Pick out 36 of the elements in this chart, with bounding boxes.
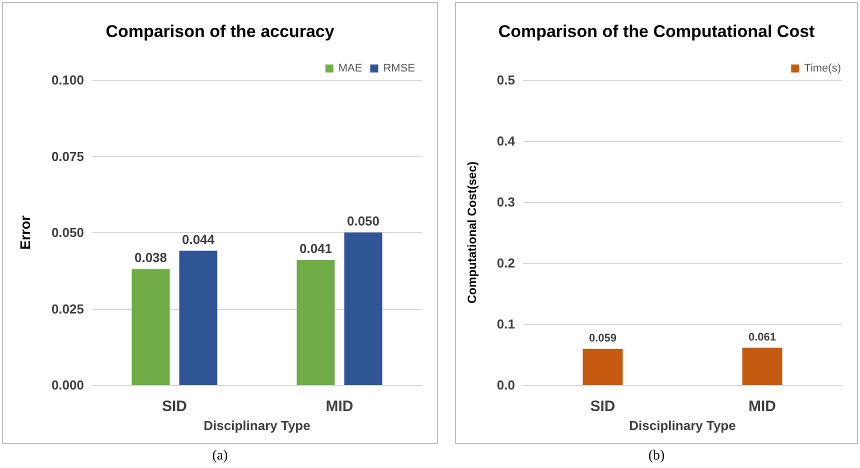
bar (344, 232, 382, 385)
chart-title: Comparison of the accuracy (106, 22, 335, 41)
y-axis-title: Error (17, 214, 33, 250)
y-tick-label: 0.5 (496, 72, 515, 88)
y-tick-label: 0.3 (496, 194, 515, 210)
legend-label: RMSE (383, 62, 415, 74)
y-tick-label: 0.050 (51, 225, 84, 240)
y-tick-label: 0.2 (496, 256, 515, 270)
y-tick-label: 0.075 (51, 148, 84, 164)
y-tick-label: 0.4 (496, 134, 516, 148)
y-tick-label: 0.0 (496, 378, 515, 392)
bar (179, 250, 218, 385)
chart-title: Comparison of the Computational Cost (498, 22, 816, 41)
data-label: 0.059 (588, 332, 617, 345)
data-label: 0.038 (134, 250, 168, 266)
x-tick-label: SID (590, 398, 616, 415)
y-tick-label: 0.000 (51, 378, 84, 392)
y-tick-label: 0.025 (51, 301, 84, 316)
x-tick-label: SID (162, 398, 188, 415)
text: (a) (212, 448, 228, 464)
data-label: 0.041 (299, 240, 332, 256)
data-label: 0.050 (346, 214, 380, 228)
x-tick-label: MID (326, 398, 354, 415)
y-axis-title: Computational Cost(sec) (465, 161, 479, 304)
data-label: 0.061 (748, 331, 776, 344)
x-axis-title: Disciplinary Type (629, 418, 736, 433)
y-tick-label: 0.100 (51, 72, 84, 88)
x-tick-label: MID (748, 398, 776, 415)
bar (132, 269, 170, 385)
legend-label: Time(s) (804, 62, 842, 74)
bar (296, 260, 335, 385)
legend-label: MAE (338, 62, 362, 74)
text: (b) (648, 448, 665, 464)
data-label: 0.044 (182, 232, 216, 247)
x-axis-title: Disciplinary Type (204, 418, 310, 433)
y-tick-label: 0.1 (496, 316, 515, 332)
